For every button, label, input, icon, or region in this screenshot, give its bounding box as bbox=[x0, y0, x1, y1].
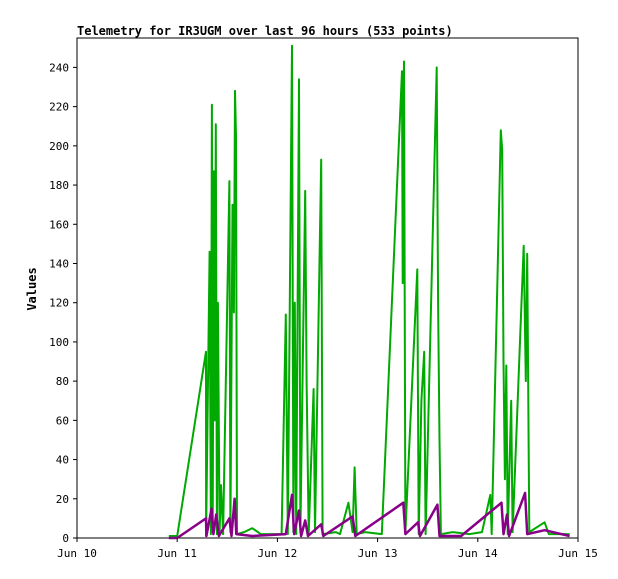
y-tick-label: 180 bbox=[49, 179, 69, 192]
y-tick-label: 120 bbox=[49, 297, 69, 310]
x-tick-label: Jun 11 bbox=[157, 547, 197, 560]
x-tick-label: Jun 13 bbox=[358, 547, 398, 560]
x-tick-label: Jun 10 bbox=[57, 547, 97, 560]
y-tick-label: 160 bbox=[49, 218, 69, 231]
series-line bbox=[168, 491, 570, 540]
y-tick-label: 240 bbox=[49, 61, 69, 74]
chart-title: Telemetry for IR3UGM over last 96 hours … bbox=[77, 24, 453, 38]
y-axis-ticks: 0 20 40 60 80 100 120 140 160 180 200 220 240 bbox=[49, 61, 77, 545]
x-tick-label: Jun 12 bbox=[258, 547, 298, 560]
y-tick-label: 40 bbox=[56, 454, 69, 467]
y-tick-label: 60 bbox=[56, 414, 69, 427]
series-layer bbox=[168, 44, 570, 540]
y-axis-label: Values bbox=[25, 267, 39, 310]
x-tick-label: Jun 15 bbox=[558, 547, 598, 560]
y-tick-label: 80 bbox=[56, 375, 69, 388]
y-tick-label: 140 bbox=[49, 257, 69, 270]
plot-frame bbox=[76, 37, 579, 539]
y-tick-label: 200 bbox=[49, 140, 69, 153]
y-tick-label: 220 bbox=[49, 101, 69, 114]
y-tick-label: 0 bbox=[62, 532, 69, 545]
y-tick-label: 20 bbox=[56, 493, 69, 506]
x-axis-ticks: Jun 10 Jun 11 Jun 12 Jun 13 Jun 14 Jun 15 bbox=[57, 538, 598, 560]
x-tick-label: Jun 14 bbox=[458, 547, 498, 560]
y-tick-label: 100 bbox=[49, 336, 69, 349]
